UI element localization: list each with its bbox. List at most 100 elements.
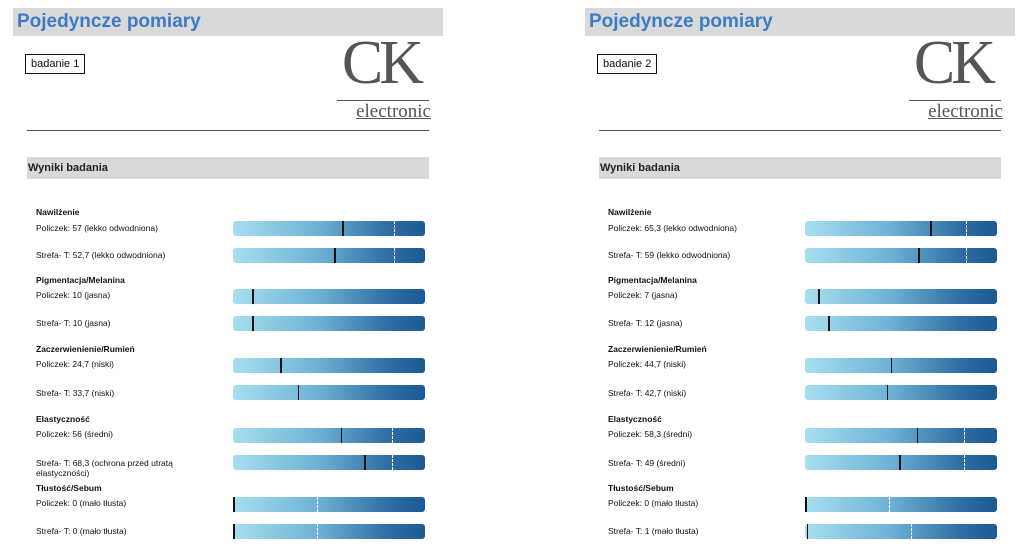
group-title: Tłustość/Sebum: [608, 483, 674, 493]
measurement-label: Strefa- T: 49 (średni): [608, 458, 686, 468]
measurement-label: Policzek: 0 (mało tłusta): [36, 498, 127, 508]
measurement-label: Policzek: 65,3 (lekko odwodniona): [608, 223, 737, 233]
reference-tick: [392, 455, 394, 470]
measurement-label: Policzek: 0 (mało tłusta): [608, 498, 699, 508]
value-marker: [233, 524, 235, 539]
value-marker: [233, 497, 235, 512]
measurement-label: Strefa- T: 1 (mało tłusta): [608, 526, 699, 536]
results-section-header: Wyniki badania: [27, 157, 429, 179]
report-panel-2: Pojedyncze pomiary badanie 2 CK electronic W…: [585, 0, 1015, 560]
value-marker: [886, 385, 889, 400]
measurement-bar: [233, 248, 425, 263]
measurement-label: Strefa- T: 33,7 (niski): [36, 388, 115, 398]
measurement-bar: [233, 524, 425, 539]
value-marker: [297, 385, 300, 400]
section-title: Wyniki badania: [28, 162, 108, 174]
value-marker: [899, 455, 901, 470]
header-bar: Pojedyncze pomiary: [585, 8, 1015, 36]
measurement-label: Strefa- T: 12 (jasna): [608, 318, 683, 328]
measurement-bar: [805, 385, 997, 400]
group-title: Elastyczność: [36, 414, 90, 424]
header-bar: Pojedyncze pomiary: [13, 8, 443, 36]
group-title: Zaczerwienienie/Rumień: [608, 344, 707, 354]
measurement-bar: [805, 289, 997, 304]
measurement-bar: [233, 428, 425, 443]
measurement-bar: [233, 385, 425, 400]
group-title: Zaczerwienienie/Rumień: [36, 344, 135, 354]
reference-tick: [394, 248, 396, 263]
reference-tick: [317, 524, 319, 539]
measurement-bar: [805, 428, 997, 443]
measurement-label: Policzek: 7 (jasna): [608, 290, 678, 300]
report-panel-1: Pojedyncze pomiary badanie 1 CK electronic W…: [13, 0, 443, 560]
section-title: Wyniki badania: [600, 162, 680, 174]
measurement-label: Policzek: 57 (lekko odwodniona): [36, 223, 158, 233]
value-marker: [342, 221, 344, 236]
value-marker: [280, 358, 282, 373]
reference-tick: [910, 524, 912, 539]
logo-main-text: CK: [913, 29, 996, 97]
reference-tick: [966, 221, 968, 236]
measurement-bar: [233, 497, 425, 512]
group-title: Pigmentacja/Melanina: [36, 275, 125, 285]
value-marker: [916, 428, 919, 443]
value-marker: [334, 248, 336, 263]
measurement-bar: [805, 358, 997, 373]
measurement-bar: [805, 524, 997, 539]
page-title: Pojedyncze pomiary: [17, 11, 201, 32]
measurement-label: Strefa- T: 68,3 (ochrona przed utratą el…: [36, 458, 173, 478]
reference-tick: [964, 455, 966, 470]
measurement-label: Policzek: 10 (jasna): [36, 290, 111, 300]
logo-sub-text: electronic: [928, 101, 1003, 122]
measurement-label: Policzek: 44,7 (niski): [608, 359, 686, 369]
sample-label: badanie 1: [25, 54, 86, 74]
reference-tick: [966, 248, 968, 263]
measurement-bar: [805, 455, 997, 470]
logo-divider: [337, 100, 429, 101]
value-marker: [340, 428, 343, 443]
group-title: Pigmentacja/Melanina: [608, 275, 697, 285]
measurement-bar: [233, 455, 425, 470]
page-title: Pojedyncze pomiary: [589, 11, 773, 32]
value-marker: [828, 316, 830, 331]
results-section-header: Wyniki badania: [599, 157, 1001, 179]
logo-divider: [909, 100, 1001, 101]
measurement-bar: [233, 221, 425, 236]
measurement-label: Policzek: 58,3 (średni): [608, 429, 693, 439]
group-title: Nawilżenie: [608, 207, 652, 217]
measurement-label: Strefa- T: 59 (lekko odwodniona): [608, 250, 731, 260]
measurement-label: Strefa- T: 52,7 (lekko odwodniona): [36, 250, 166, 260]
group-title: Elastyczność: [608, 414, 662, 424]
measurement-label: Policzek: 56 (średni): [36, 429, 114, 439]
value-marker: [918, 248, 920, 263]
measurement-bar: [233, 358, 425, 373]
measurement-bar: [805, 316, 997, 331]
measurement-label: Policzek: 24,7 (niski): [36, 359, 114, 369]
value-marker: [818, 289, 820, 304]
value-marker: [890, 358, 893, 373]
value-marker: [252, 289, 254, 304]
value-marker: [930, 221, 932, 236]
value-marker: [805, 497, 807, 512]
value-marker: [364, 455, 366, 470]
group-title: Tłustość/Sebum: [36, 483, 102, 493]
reference-tick: [889, 497, 891, 512]
ck-electronic-logo: CK electronic: [903, 32, 1003, 128]
measurement-bar: [233, 289, 425, 304]
measurement-bar: [805, 221, 997, 236]
measurement-bar: [233, 316, 425, 331]
value-marker: [252, 316, 254, 331]
group-title: Nawilżenie: [36, 207, 80, 217]
logo-main-text: CK: [341, 29, 424, 97]
reference-tick: [964, 428, 966, 443]
measurement-label: Strefa- T: 0 (mało tłusta): [36, 526, 127, 536]
sample-label: badanie 2: [597, 54, 658, 74]
measurement-label: Strefa- T: 10 (jasna): [36, 318, 111, 328]
measurement-bar: [805, 248, 997, 263]
value-marker: [806, 524, 809, 539]
reference-tick: [392, 428, 394, 443]
reference-tick: [394, 221, 396, 236]
logo-sub-text: electronic: [356, 101, 431, 122]
measurement-bar: [805, 497, 997, 512]
header-rule: [27, 130, 429, 131]
